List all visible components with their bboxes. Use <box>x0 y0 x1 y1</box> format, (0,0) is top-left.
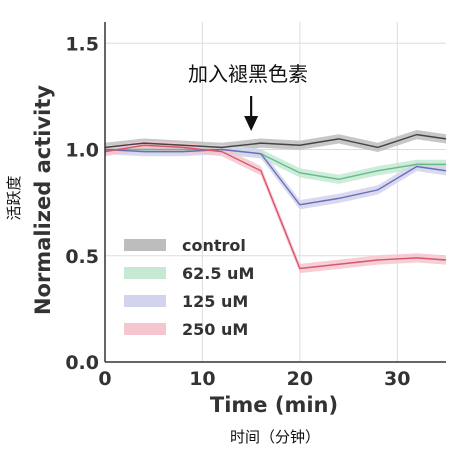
x-axis-title-cn: 时间（分钟） <box>230 428 320 446</box>
y-tick-label: 0.5 <box>65 246 99 268</box>
x-axis-title: Time (min) <box>210 393 338 417</box>
legend-label-control: control <box>182 236 246 255</box>
line-125-um <box>104 148 447 206</box>
line-control <box>104 133 447 149</box>
melatonin-annotation: 加入褪黑色素 <box>188 62 308 86</box>
annotation-arrow <box>244 96 259 131</box>
legend-label-250-um: 250 uM <box>182 320 248 339</box>
legend-label-125-um: 125 uM <box>182 292 248 311</box>
legend-swatch-62-5-um <box>124 267 166 279</box>
line-62-5-um <box>105 148 446 180</box>
series-lines <box>104 133 447 270</box>
legend-swatch-control <box>124 239 166 251</box>
y-axis-title: Normalized activity <box>31 85 55 315</box>
legend-label-62-5-um: 62.5 uM <box>182 264 254 283</box>
x-tick-label: 30 <box>384 368 410 390</box>
x-tick-label: 0 <box>98 368 111 390</box>
y-tick-label: 0.0 <box>65 352 99 374</box>
legend-swatch-125-um <box>124 295 166 307</box>
x-tick-label: 10 <box>189 368 215 390</box>
legend: control 62.5 uM 125 uM 250 uM <box>124 236 254 339</box>
tick-labels: 0 10 20 30 0.0 0.5 1.0 1.5 <box>65 33 410 390</box>
line-250-um <box>104 144 447 270</box>
y-tick-label: 1.0 <box>65 140 99 162</box>
x-tick-label: 20 <box>287 368 313 390</box>
legend-swatch-250-um <box>124 323 166 335</box>
y-tick-label: 1.5 <box>65 33 99 55</box>
band-125-um <box>105 144 446 210</box>
y-axis-title-cn: 活跃度 <box>5 175 23 220</box>
